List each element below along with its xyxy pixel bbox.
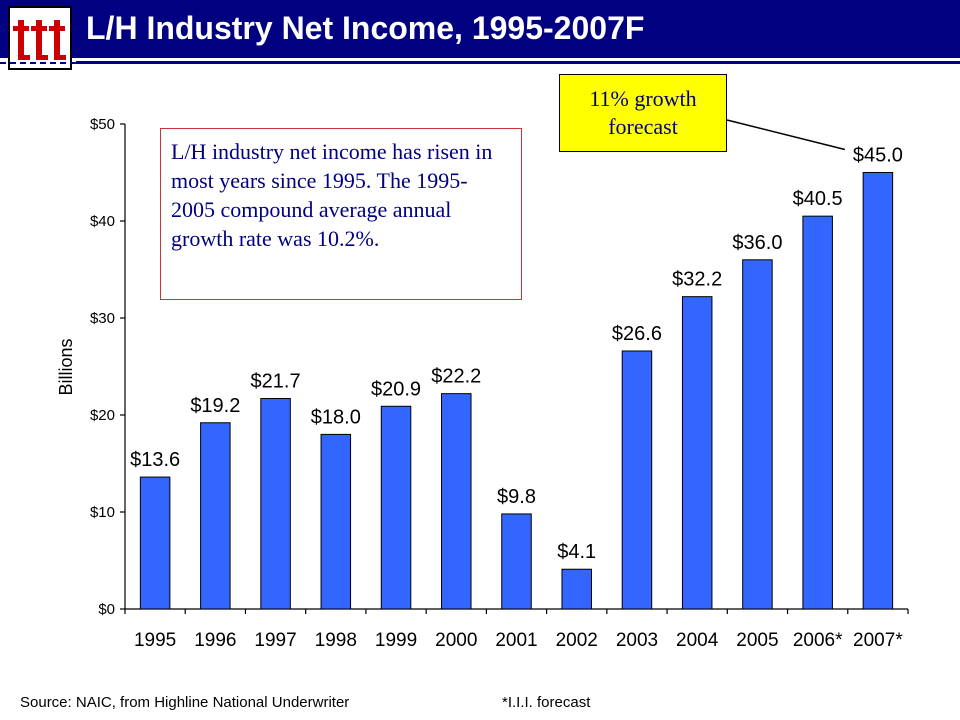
x-tick-label: 1998 xyxy=(315,630,357,651)
bar-1996 xyxy=(200,422,231,610)
y-tick-label: $30 xyxy=(90,310,115,327)
callout-line-2: forecast xyxy=(608,114,678,139)
x-tick-label: 1999 xyxy=(375,630,417,651)
data-label: $21.7 xyxy=(251,371,301,393)
y-axis-label: Billions xyxy=(56,338,76,395)
y-tick-label: $0 xyxy=(98,601,115,618)
bar-2005 xyxy=(742,259,773,610)
y-tick-label: $50 xyxy=(90,116,115,133)
y-tick-label: $40 xyxy=(90,213,115,230)
data-label: $40.5 xyxy=(793,188,843,210)
chart-bars xyxy=(139,172,894,610)
x-tick-label: 1996 xyxy=(194,630,236,651)
data-label: $20.9 xyxy=(371,378,421,400)
y-tick-label: $20 xyxy=(90,407,115,424)
chart-axes: $0 $10 $20 $30 $40 $50 xyxy=(90,116,909,618)
x-tick-label: 1995 xyxy=(134,630,176,651)
x-tick-label: 2007* xyxy=(853,630,903,651)
bar-1998 xyxy=(320,433,352,610)
data-label: $13.6 xyxy=(130,449,180,471)
x-tick-label: 2003 xyxy=(616,630,658,651)
chart-labels: $13.6 1995 $19.2 1996 $21.7 1997 $18.0 1998 $20.… xyxy=(130,145,903,652)
x-tick-label: 2002 xyxy=(556,630,598,651)
slide-title: L/H Industry Net Income, 1995-2007F xyxy=(86,10,645,46)
callout-line-1: 11% growth xyxy=(589,86,697,111)
growth-callout: 11% growth forecast xyxy=(559,74,727,152)
data-label: $26.6 xyxy=(612,323,662,345)
bar-2007 xyxy=(862,172,894,610)
data-label: $18.0 xyxy=(311,406,361,428)
data-label: $9.8 xyxy=(497,486,536,508)
title-rule xyxy=(76,58,960,66)
x-tick-label: 2006* xyxy=(793,630,843,651)
x-tick-label: 2004 xyxy=(676,630,719,651)
bar-2001 xyxy=(501,513,532,610)
x-tick-label: 1997 xyxy=(254,630,296,651)
bar-2006 xyxy=(802,215,833,610)
data-label: $22.2 xyxy=(431,366,481,388)
forecast-footnote: *I.I.I. forecast xyxy=(502,694,591,711)
growth-note-text: L/H industry net income has risen in mos… xyxy=(171,139,493,251)
bar-1997 xyxy=(260,398,291,610)
y-tick-label: $10 xyxy=(90,504,115,521)
data-label: $45.0 xyxy=(853,145,903,167)
iii-logo-icon xyxy=(8,6,72,70)
x-tick-label: 2001 xyxy=(495,630,537,651)
bar-1995 xyxy=(139,476,171,610)
bar-2004 xyxy=(681,296,713,610)
callout-pointer xyxy=(726,119,846,151)
data-label: $4.1 xyxy=(557,541,596,563)
source-note: Source: NAIC, from Highline National Und… xyxy=(20,694,350,711)
growth-note: L/H industry net income has risen in mos… xyxy=(160,128,522,300)
title-rule-dots xyxy=(0,60,76,66)
data-label: $19.2 xyxy=(190,395,240,417)
x-tick-label: 2000 xyxy=(435,630,477,651)
data-label: $36.0 xyxy=(732,232,782,254)
bar-1999 xyxy=(380,405,412,610)
x-tick-label: 2005 xyxy=(736,630,778,651)
bar-2002 xyxy=(561,568,592,610)
bar-2003 xyxy=(621,350,653,610)
data-label: $32.2 xyxy=(672,269,722,291)
title-bar xyxy=(0,0,960,58)
bar-2000 xyxy=(441,393,472,610)
